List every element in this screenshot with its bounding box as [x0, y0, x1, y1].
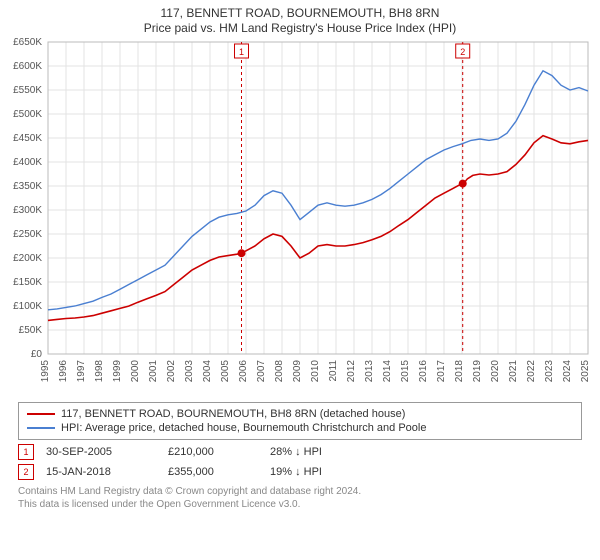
legend-item-hpi: HPI: Average price, detached house, Bour… — [27, 421, 573, 435]
price-chart: £0 £50K £100K £150K £200K £250K £300K £350K £400… — [0, 36, 600, 396]
chart-title-line2: Price paid vs. HM Land Registry's House … — [0, 21, 600, 36]
legend: 117, BENNETT ROAD, BOURNEMOUTH, BH8 8RN … — [18, 402, 582, 440]
svg-text:£300K: £300K — [13, 205, 42, 216]
legend-label-hpi: HPI: Average price, detached house, Bour… — [61, 422, 426, 434]
chart-svg: £0 £50K £100K £150K £200K £250K £300K £350K £400… — [0, 36, 600, 396]
legend-label-property: 117, BENNETT ROAD, BOURNEMOUTH, BH8 8RN … — [61, 408, 405, 420]
svg-text:2016: 2016 — [418, 360, 429, 383]
svg-text:2019: 2019 — [472, 360, 483, 383]
sale-price: £210,000 — [168, 446, 258, 458]
svg-text:2010: 2010 — [310, 360, 321, 383]
svg-text:2012: 2012 — [346, 360, 357, 383]
svg-text:1995: 1995 — [40, 360, 51, 383]
svg-text:£200K: £200K — [13, 253, 42, 264]
svg-text:2022: 2022 — [526, 360, 537, 383]
footer-line1: Contains HM Land Registry data © Crown c… — [18, 486, 582, 499]
svg-text:£550K: £550K — [13, 85, 42, 96]
svg-text:2009: 2009 — [292, 360, 303, 383]
svg-text:1: 1 — [239, 47, 244, 57]
svg-text:2025: 2025 — [580, 360, 591, 383]
svg-text:2: 2 — [460, 47, 465, 57]
sales-row: 1 30-SEP-2005 £210,000 28% ↓ HPI — [18, 444, 582, 460]
svg-text:1996: 1996 — [58, 360, 69, 383]
sale-diff: 28% ↓ HPI — [270, 446, 370, 458]
sale-diff: 19% ↓ HPI — [270, 466, 370, 478]
svg-text:1997: 1997 — [76, 360, 87, 383]
svg-text:£500K: £500K — [13, 109, 42, 120]
svg-text:2015: 2015 — [400, 360, 411, 383]
sale-date: 30-SEP-2005 — [46, 446, 156, 458]
svg-text:2017: 2017 — [436, 360, 447, 383]
svg-text:2003: 2003 — [184, 360, 195, 383]
svg-text:£100K: £100K — [13, 301, 42, 312]
svg-text:2011: 2011 — [328, 360, 339, 382]
svg-text:2014: 2014 — [382, 360, 393, 383]
sale-marker-icon: 2 — [18, 464, 34, 480]
sales-table: 1 30-SEP-2005 £210,000 28% ↓ HPI 2 15-JAN-201… — [0, 444, 600, 480]
svg-text:£0: £0 — [31, 349, 43, 360]
svg-text:2006: 2006 — [238, 360, 249, 383]
svg-text:1999: 1999 — [112, 360, 123, 383]
svg-text:2008: 2008 — [274, 360, 285, 383]
svg-text:1998: 1998 — [94, 360, 105, 383]
svg-text:2005: 2005 — [220, 360, 231, 383]
sale-price: £355,000 — [168, 466, 258, 478]
svg-text:£250K: £250K — [13, 229, 42, 240]
sale-date: 15-JAN-2018 — [46, 466, 156, 478]
footer: Contains HM Land Registry data © Crown c… — [18, 486, 582, 511]
svg-text:£400K: £400K — [13, 157, 42, 168]
legend-swatch-hpi — [27, 427, 55, 429]
sales-row: 2 15-JAN-2018 £355,000 19% ↓ HPI — [18, 464, 582, 480]
svg-text:2002: 2002 — [166, 360, 177, 383]
chart-title-line1: 117, BENNETT ROAD, BOURNEMOUTH, BH8 8RN — [0, 6, 600, 21]
svg-text:£50K: £50K — [19, 325, 43, 336]
svg-text:2020: 2020 — [490, 360, 501, 383]
svg-text:2023: 2023 — [544, 360, 555, 383]
footer-line2: This data is licensed under the Open Gov… — [18, 499, 582, 512]
svg-text:2024: 2024 — [562, 360, 573, 383]
svg-text:£350K: £350K — [13, 181, 42, 192]
svg-text:2013: 2013 — [364, 360, 375, 383]
svg-text:£650K: £650K — [13, 37, 42, 48]
svg-text:2001: 2001 — [148, 360, 159, 383]
svg-text:2018: 2018 — [454, 360, 465, 383]
svg-text:2004: 2004 — [202, 360, 213, 383]
svg-text:2000: 2000 — [130, 360, 141, 383]
sale-marker-icon: 1 — [18, 444, 34, 460]
svg-text:£150K: £150K — [13, 277, 42, 288]
svg-text:£450K: £450K — [13, 133, 42, 144]
svg-text:2021: 2021 — [508, 360, 519, 383]
svg-text:£600K: £600K — [13, 61, 42, 72]
legend-swatch-property — [27, 413, 55, 415]
svg-text:2007: 2007 — [256, 360, 267, 383]
legend-item-property: 117, BENNETT ROAD, BOURNEMOUTH, BH8 8RN … — [27, 407, 573, 421]
